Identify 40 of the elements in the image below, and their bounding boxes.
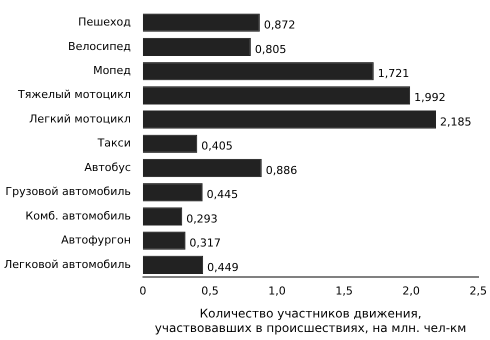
x-tick-label: 2,5	[470, 284, 488, 298]
y-tick-label: Легковой автомобиль	[4, 258, 131, 271]
data-label: 1,992	[414, 91, 446, 104]
y-tick-label: Комб. автомобиль	[25, 209, 131, 222]
y-tick-label: Легкий мотоцикл	[29, 112, 131, 126]
y-tick-label: Автофургон	[61, 234, 131, 247]
x-tick-label: 1,5	[335, 284, 353, 298]
data-label: 0,886	[266, 164, 298, 177]
data-label: 0,293	[186, 212, 218, 226]
y-tick-label: Такси	[96, 136, 131, 150]
y-tick-label: Автобус	[84, 160, 131, 174]
y-tick-label: Велосипед	[68, 40, 132, 53]
bar	[142, 38, 251, 56]
data-label: 0,805	[254, 42, 286, 56]
data-label: 1,721	[378, 67, 410, 80]
data-label: 0,317	[189, 236, 221, 250]
x-tick-label: 1,0	[268, 284, 286, 298]
x-tick-label: 0	[139, 284, 146, 298]
bar	[142, 183, 203, 202]
bar	[142, 207, 182, 226]
bar	[142, 158, 262, 178]
data-label: 0,445	[206, 188, 238, 202]
bar	[142, 14, 260, 32]
data-label: 0,405	[201, 140, 233, 153]
y-tick-label: Мопед	[93, 64, 132, 78]
data-label: 0,872	[264, 18, 296, 32]
bar	[142, 62, 374, 80]
y-tick-label: Пешеход	[78, 16, 132, 29]
x-tick-label: 0,5	[201, 284, 219, 298]
bar	[142, 256, 204, 274]
data-label: 0,449	[207, 260, 239, 274]
y-tick-label: Грузовой автомобиль	[5, 185, 131, 198]
y-tick-label: Тяжелый мотоцикл	[17, 88, 131, 102]
bar	[142, 134, 198, 153]
x-axis-title: Количество участников движения, участвовавших в происшествиях, на млн. чел-км	[154, 306, 466, 335]
bar	[142, 86, 410, 104]
bar	[142, 110, 436, 129]
data-label: 2,185	[440, 115, 472, 128]
x-tick-label: 2,0	[402, 284, 420, 298]
bar	[142, 232, 186, 250]
